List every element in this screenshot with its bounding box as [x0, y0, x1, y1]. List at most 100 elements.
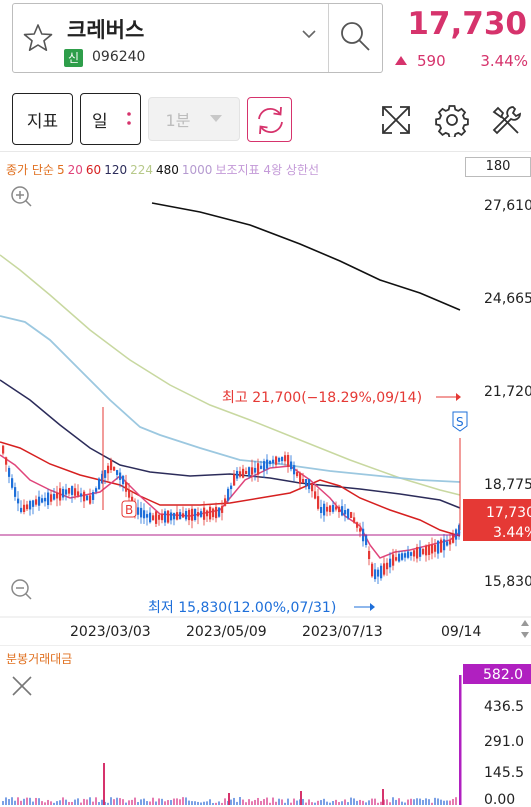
candle	[221, 500, 224, 521]
candle	[137, 499, 140, 520]
candle	[113, 466, 116, 472]
sell-marker[interactable]: S	[452, 411, 468, 432]
candle	[80, 487, 83, 503]
candle	[389, 552, 392, 574]
volume-bars	[2, 675, 462, 805]
day-period-button[interactable]: 일	[80, 93, 141, 145]
candle	[437, 540, 440, 559]
candle	[371, 561, 374, 578]
candle	[101, 470, 104, 484]
stock-name: 크레버스	[67, 18, 145, 42]
zoom-out-icon[interactable]	[11, 579, 32, 600]
tools-icon[interactable]	[489, 103, 523, 137]
close-icon[interactable]	[12, 676, 32, 696]
candle	[77, 484, 80, 498]
chevron-down-icon[interactable]	[299, 24, 319, 44]
candle	[191, 505, 194, 529]
svg-text:B: B	[125, 503, 133, 517]
candle	[155, 511, 158, 528]
candle	[53, 488, 56, 501]
candle	[452, 529, 455, 544]
minute-select[interactable]: 1분	[148, 97, 240, 141]
candle	[140, 501, 143, 524]
candle	[8, 465, 11, 484]
refresh-icon	[258, 106, 283, 135]
volume-chart[interactable]: 분봉거래대금 582.0 436.5 291.0 145.5 0.00	[0, 645, 531, 807]
candle	[449, 533, 452, 551]
candle	[341, 499, 344, 517]
volume-axis-label: 582.0	[483, 667, 523, 683]
star-icon[interactable]	[22, 22, 54, 54]
candle	[224, 494, 227, 507]
period-input[interactable]: 180	[465, 157, 531, 177]
candle	[74, 483, 77, 500]
price-chart[interactable]: 최고 21,700(−18.29%,09/14) 최저 15,830(12.00%…	[0, 180, 531, 645]
legend-ma20: 20	[67, 163, 83, 177]
candle	[284, 451, 287, 466]
candle	[2, 444, 5, 456]
candle	[335, 501, 338, 512]
candle	[287, 452, 290, 473]
candle	[320, 499, 323, 519]
candle	[152, 512, 155, 521]
legend-ma1000: 1000	[181, 163, 213, 177]
candle	[167, 509, 170, 524]
ma480-line	[151, 202, 461, 311]
ma5-line	[0, 454, 461, 559]
high-arrow-icon	[456, 393, 461, 401]
day-label: 일	[92, 111, 108, 132]
candle	[251, 459, 254, 482]
ma-legend[interactable]: 종가 단순 5 20 60 120 224 480 1000 보조지표 4왕 상한선	[6, 161, 322, 178]
candle	[329, 504, 332, 516]
candle	[383, 557, 386, 577]
indicator-button[interactable]: 지표	[12, 93, 73, 145]
stock-selector[interactable]	[12, 3, 383, 73]
expand-icon[interactable]	[379, 103, 413, 137]
candle	[125, 474, 128, 498]
candle	[83, 489, 86, 508]
candle	[44, 492, 47, 507]
search-icon[interactable]	[338, 19, 372, 53]
candle	[218, 506, 221, 518]
candle	[281, 456, 284, 465]
candle	[260, 460, 263, 470]
candle	[104, 470, 107, 484]
candle	[401, 551, 404, 562]
candle	[209, 504, 212, 523]
zoom-in-icon[interactable]	[11, 186, 32, 207]
candle	[398, 550, 401, 563]
candle	[95, 486, 98, 495]
candle	[434, 538, 437, 558]
gear-icon[interactable]	[435, 103, 469, 137]
candle	[362, 521, 365, 547]
buy-marker[interactable]: B	[121, 500, 137, 518]
candle	[257, 458, 260, 482]
candle	[236, 467, 239, 482]
candle	[386, 558, 389, 576]
refresh-button[interactable]	[247, 97, 292, 142]
candle	[62, 486, 65, 501]
legend-ma480: 480	[156, 163, 179, 177]
candle	[326, 502, 329, 517]
candle	[425, 544, 428, 562]
legend-ma120: 120	[104, 163, 128, 177]
candle	[146, 510, 149, 526]
candle	[395, 549, 398, 562]
candle	[440, 537, 443, 553]
scroll-arrows-icon[interactable]	[521, 620, 529, 638]
candle	[347, 508, 350, 520]
candle	[110, 457, 113, 473]
price-axis-label: 15,830	[484, 574, 531, 590]
candle	[215, 502, 218, 523]
candle	[272, 455, 275, 468]
candle	[413, 549, 416, 562]
change-percent: 3.44%	[480, 52, 528, 70]
candle	[11, 474, 14, 490]
candle	[32, 499, 35, 515]
candle	[269, 459, 272, 467]
candle	[5, 456, 8, 472]
dropdown-icon	[210, 115, 223, 122]
candle	[65, 483, 68, 501]
candle	[119, 468, 122, 488]
candle	[194, 508, 197, 522]
